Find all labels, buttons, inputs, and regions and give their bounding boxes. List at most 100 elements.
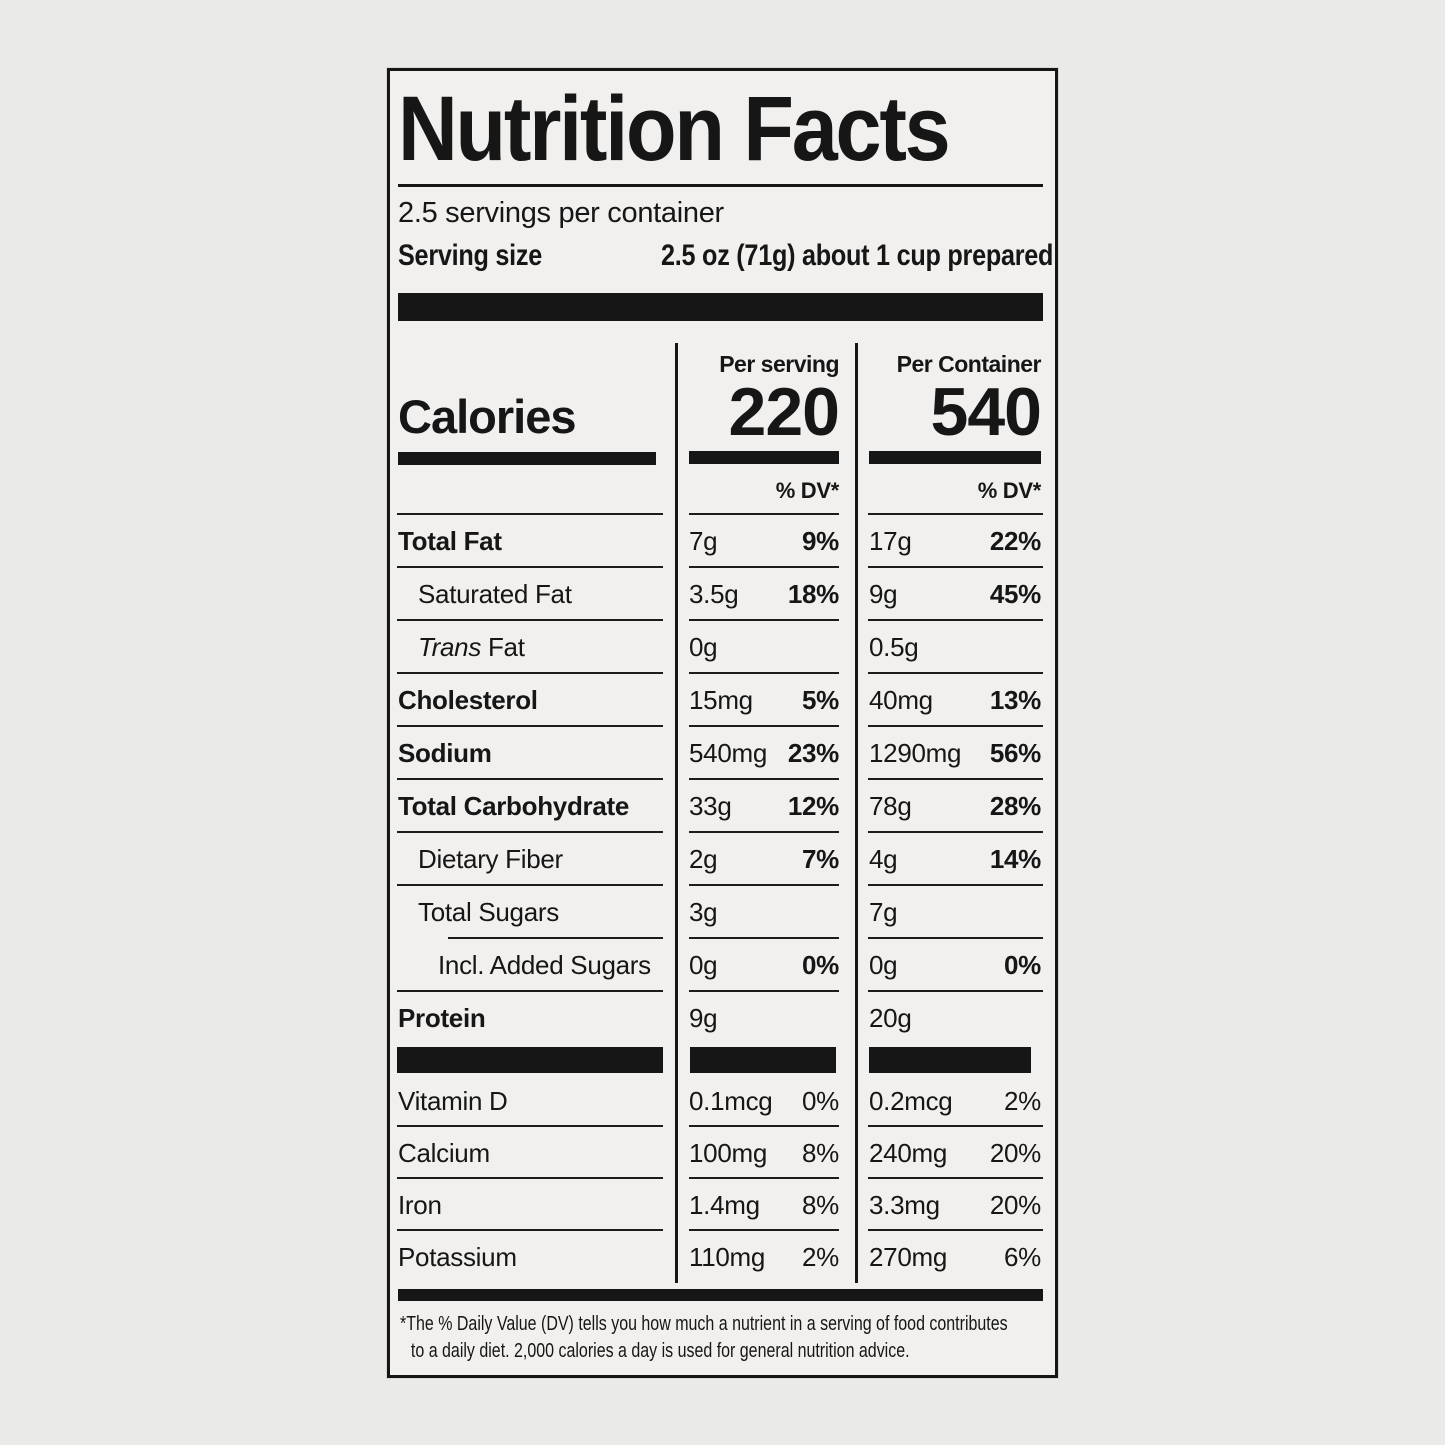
separator-line xyxy=(868,619,1043,621)
nutrient-amount: 9g xyxy=(689,1003,718,1033)
separator-line xyxy=(689,1177,839,1179)
separator-line xyxy=(868,725,1043,727)
separator-line xyxy=(689,1125,839,1127)
per-container-cell: 9g 45% xyxy=(855,568,1055,621)
vitamin-row: Vitamin D 0.1mcg 0% 0.2mcg 2% xyxy=(390,1075,1055,1127)
nutrient-rows: Total Fat 7g 9% 17g 22% Saturated Fat 3.5g 18% 9… xyxy=(390,515,1055,1045)
separator-line xyxy=(397,1177,663,1179)
mid-bar-segment xyxy=(397,1047,663,1073)
per-container-cell: 270mg 6% xyxy=(855,1231,1055,1283)
nutrient-amount: 0g xyxy=(689,632,718,662)
nutrient-amount: 15mg xyxy=(689,685,753,715)
nutrient-name-cell: Protein xyxy=(390,992,675,1045)
nutrient-row: Cholesterol 15mg 5% 40mg 13% xyxy=(390,674,1055,727)
mid-thick-bar-row xyxy=(390,1045,1055,1075)
per-serving-cell: 0g 0% xyxy=(675,939,855,992)
nutrient-amount: 7g xyxy=(869,897,898,927)
nutrition-facts-label: Nutrition Facts 2.5 servings per contain… xyxy=(387,68,1058,1378)
per-container-cell: 1290mg 56% xyxy=(855,727,1055,780)
per-serving-calories-value: 220 xyxy=(728,374,840,450)
nutrient-dv: 0% xyxy=(802,950,839,980)
nutrient-name: Dietary Fiber xyxy=(418,844,563,874)
separator-line xyxy=(689,778,839,780)
nutrient-amount: 40mg xyxy=(869,685,933,715)
calories-label: Calories xyxy=(398,390,576,443)
nutrient-dv: 7% xyxy=(802,844,839,874)
nutrient-name: Calcium xyxy=(398,1137,490,1168)
per-container-header: Per Container xyxy=(896,351,1042,377)
nutrient-amount: 20g xyxy=(869,1003,912,1033)
nutrient-dv: 20% xyxy=(989,1137,1041,1168)
mid-bar-segment xyxy=(869,1047,1031,1073)
nutrient-dv: 8% xyxy=(802,1189,839,1220)
nutrient-name: Vitamin D xyxy=(398,1085,508,1116)
nutrient-name: Iron xyxy=(398,1189,442,1220)
footnote-line: *The % Daily Value (DV) tells you how mu… xyxy=(400,1312,1008,1335)
nutrient-dv: 5% xyxy=(802,685,839,715)
separator-line xyxy=(397,990,663,992)
mid-bar-cell xyxy=(855,1045,1055,1075)
nutrient-amount: 0.5g xyxy=(869,632,919,662)
nutrient-name-cell: Saturated Fat xyxy=(390,568,675,621)
separator-line xyxy=(689,937,839,939)
separator-line xyxy=(868,1229,1043,1231)
bottom-thick-bar xyxy=(398,1289,1043,1301)
nutrient-dv: 12% xyxy=(787,791,839,821)
nutrient-name: Total Fat xyxy=(398,526,502,556)
nutrient-dv: 45% xyxy=(989,579,1041,609)
nutrient-name-cell: Total Fat xyxy=(390,515,675,568)
separator-line xyxy=(397,513,663,515)
separator-line xyxy=(689,1229,839,1231)
separator-line xyxy=(868,937,1043,939)
footnote: *The % Daily Value (DV) tells you how mu… xyxy=(390,1310,1055,1364)
nutrient-dv: 14% xyxy=(989,844,1041,874)
label-title: Nutrition Facts xyxy=(398,77,951,180)
nutrient-amount: 0g xyxy=(869,950,898,980)
nutrient-name-cell: Dietary Fiber xyxy=(390,833,675,886)
nutrient-amount: 3.3mg xyxy=(869,1189,940,1220)
per-serving-cell: 110mg 2% xyxy=(675,1231,855,1283)
vitamin-row: Iron 1.4mg 8% 3.3mg 20% xyxy=(390,1179,1055,1231)
footnote-line: to a daily diet. 2,000 calories a day is… xyxy=(410,1339,910,1362)
nutrient-amount: 270mg xyxy=(869,1241,947,1272)
nutrient-row: Incl. Added Sugars 0g 0% 0g 0% xyxy=(390,939,1055,992)
separator-line xyxy=(397,1125,663,1127)
nutrient-row: Total Fat 7g 9% 17g 22% xyxy=(390,515,1055,568)
nutrient-name-cell: Calcium xyxy=(390,1127,675,1179)
nutrient-amount: 7g xyxy=(689,526,718,556)
separator-line xyxy=(397,831,663,833)
nutrient-amount: 2g xyxy=(689,844,718,874)
nutrient-name: Total Sugars xyxy=(418,897,559,927)
per-serving-cell: 15mg 5% xyxy=(675,674,855,727)
nutrient-name: Total Carbohydrate xyxy=(398,791,630,821)
nutrient-row: Protein 9g 20g xyxy=(390,992,1055,1045)
vitamin-rows: Vitamin D 0.1mcg 0% 0.2mcg 2% Calcium 100mg 8% 2… xyxy=(390,1075,1055,1283)
nutrient-amount: 78g xyxy=(869,791,912,821)
separator-line xyxy=(689,725,839,727)
nutrient-amount: 4g xyxy=(869,844,898,874)
separator-line xyxy=(689,566,839,568)
mid-bar-segment xyxy=(690,1047,836,1073)
header-thick-bar xyxy=(398,293,1043,321)
nutrient-name-cell: Potassium xyxy=(390,1231,675,1283)
nutrient-dv: 2% xyxy=(1004,1085,1041,1116)
per-serving-cell: 0.1mcg 0% xyxy=(675,1075,855,1127)
separator-line xyxy=(397,672,663,674)
serving-size-row: Serving size 2.5 oz (71g) about 1 cup pr… xyxy=(398,239,1053,273)
nutrient-dv: 13% xyxy=(989,685,1041,715)
nutrient-amount: 9g xyxy=(869,579,898,609)
per-serving-cell: 1.4mg 8% xyxy=(675,1179,855,1231)
per-container-calories-cell: Per Container 540 % DV* xyxy=(855,343,1055,515)
separator-line xyxy=(868,566,1043,568)
per-serving-cell: 3.5g 18% xyxy=(675,568,855,621)
nutrient-dv: 18% xyxy=(787,579,839,609)
nutrient-amount: 3.5g xyxy=(689,579,739,609)
per-serving-header: Per serving xyxy=(719,351,839,377)
nutrient-amount: 110mg xyxy=(689,1241,766,1272)
nutrient-amount: 1.4mg xyxy=(689,1189,760,1220)
per-container-cell: 20g xyxy=(855,992,1055,1045)
separator-line xyxy=(689,884,839,886)
nutrient-dv: 2% xyxy=(802,1241,839,1272)
per-serving-cell: 33g 12% xyxy=(675,780,855,833)
nutrient-dv: 0% xyxy=(802,1085,839,1116)
